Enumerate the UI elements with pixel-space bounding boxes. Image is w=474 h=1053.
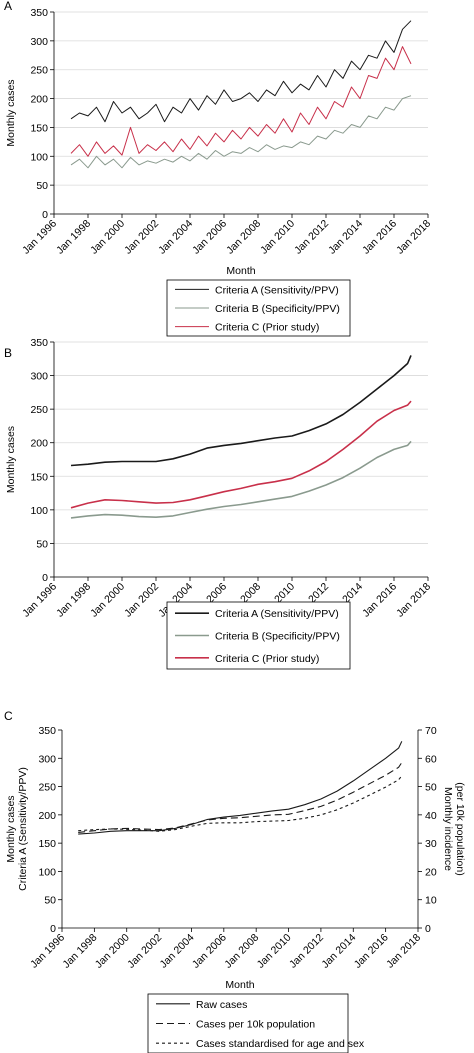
x-tick-label: Jan 2006 (190, 218, 229, 257)
y-tick-label: 150 (30, 471, 48, 483)
x-tick-label: Jan 2012 (292, 218, 331, 257)
x-tick-label: Jan 2010 (255, 932, 294, 971)
y-tick-label: 200 (38, 810, 56, 822)
panel-label: B (4, 346, 12, 360)
y2-tick-label: 60 (425, 753, 437, 765)
y-tick-label: 350 (30, 7, 48, 19)
x-axis-title: Month (225, 979, 254, 991)
x-tick-label: Jan 2008 (222, 932, 261, 971)
x-tick-label: Jan 2002 (125, 932, 164, 971)
legend-label: Criteria B (Specificity/PPV) (215, 303, 340, 315)
series-line-2 (70, 95, 412, 169)
y2-tick-label: 70 (425, 725, 437, 737)
x-tick-label: Jan 2000 (88, 218, 127, 257)
y2-tick-label: 10 (425, 895, 437, 907)
y-tick-label: 0 (42, 572, 48, 584)
x-tick-label: Jan 2012 (287, 932, 326, 971)
x-tick-label: Jan 2016 (360, 218, 399, 257)
y-axis-title: Monthly cases (5, 79, 17, 146)
y-tick-label: 350 (38, 725, 56, 737)
series-line-3 (70, 400, 412, 509)
x-tick-label: Jan 1996 (20, 218, 59, 257)
x-tick-label: Jan 2016 (360, 581, 399, 620)
x-tick-label: Jan 1998 (54, 581, 93, 620)
x-tick-label: Jan 2014 (326, 218, 365, 257)
y-tick-label: 250 (38, 782, 56, 794)
y-tick-label: 250 (30, 65, 48, 77)
y2-tick-label: 40 (425, 810, 437, 822)
y2-tick-label: 30 (425, 838, 437, 850)
series-line-2 (78, 762, 403, 833)
x-tick-label: Jan 2018 (384, 932, 423, 971)
x-tick-label: Jan 2014 (319, 932, 358, 971)
y-tick-label: 0 (42, 209, 48, 221)
series-line-3 (78, 775, 403, 832)
legend-label: Cases per 10k population (196, 1019, 315, 1031)
x-axis-title: Month (226, 265, 255, 277)
x-tick-label: Jan 2004 (156, 218, 195, 257)
y-tick-label: 0 (50, 923, 56, 935)
y-tick-label: 250 (30, 404, 48, 416)
y-axis-title-line2: Criteria A (Sensitivity/PPV) (17, 767, 29, 891)
x-tick-label: Jan 1996 (28, 932, 67, 971)
y-tick-label: 350 (30, 337, 48, 349)
panel-label: C (4, 709, 13, 723)
legend-label: Cases standardised for age and sex (196, 1038, 365, 1050)
y-tick-label: 300 (30, 36, 48, 48)
y-tick-label: 100 (30, 151, 48, 163)
series-line-2 (70, 440, 412, 519)
x-tick-label: Jan 2018 (394, 581, 433, 620)
series-line-1 (70, 20, 412, 123)
x-tick-label: Jan 2002 (122, 581, 161, 620)
legend-label: Criteria C (Prior study) (215, 322, 319, 334)
series-line-1 (78, 741, 403, 835)
y2-tick-label: 50 (425, 782, 437, 794)
y-tick-label: 200 (30, 94, 48, 106)
y2-tick-label: 0 (425, 923, 431, 935)
x-tick-label: Jan 1998 (60, 932, 99, 971)
legend-label: Raw cases (196, 999, 247, 1011)
panel-label: A (4, 0, 12, 13)
y2-axis-title-line2: (per 10k population) (454, 782, 466, 875)
y-tick-label: 100 (38, 866, 56, 878)
y2-axis-title: Monthly incidence (442, 787, 454, 871)
y-tick-label: 200 (30, 438, 48, 450)
x-tick-label: Jan 2000 (93, 932, 132, 971)
x-tick-label: Jan 2018 (394, 218, 433, 257)
series-line-1 (70, 355, 412, 467)
legend-label: Criteria C (Prior study) (215, 653, 319, 665)
x-tick-label: Jan 1996 (20, 581, 59, 620)
x-tick-label: Jan 2010 (258, 218, 297, 257)
legend-label: Criteria A (Sensitivity/PPV) (215, 284, 339, 296)
x-tick-label: Jan 1998 (54, 218, 93, 257)
y-tick-label: 150 (38, 838, 56, 850)
series-line-3 (70, 46, 412, 157)
y-tick-label: 150 (30, 122, 48, 134)
y-axis-title: Monthly cases (5, 795, 17, 862)
x-tick-label: Jan 2008 (224, 218, 263, 257)
x-tick-label: Jan 2004 (158, 932, 197, 971)
y-axis-title: Monthly cases (5, 426, 17, 493)
x-tick-label: Jan 2002 (122, 218, 161, 257)
y-tick-label: 50 (36, 180, 48, 192)
legend-label: Criteria A (Sensitivity/PPV) (215, 608, 339, 620)
x-tick-label: Jan 2016 (352, 932, 391, 971)
x-tick-label: Jan 2000 (88, 581, 127, 620)
y-tick-label: 50 (36, 538, 48, 550)
chart-panel-c: C 0 50 100 150 200 250 300 350 0 10 20 30 40 50 60 70 Mon… (4, 709, 466, 1053)
legend-label: Criteria B (Specificity/PPV) (215, 631, 340, 643)
y-tick-label: 300 (30, 371, 48, 383)
x-tick-label: Jan 2006 (190, 932, 229, 971)
y-tick-label: 100 (30, 505, 48, 517)
y-tick-label: 50 (44, 895, 56, 907)
y2-tick-label: 20 (425, 866, 437, 878)
y-tick-label: 300 (38, 753, 56, 765)
